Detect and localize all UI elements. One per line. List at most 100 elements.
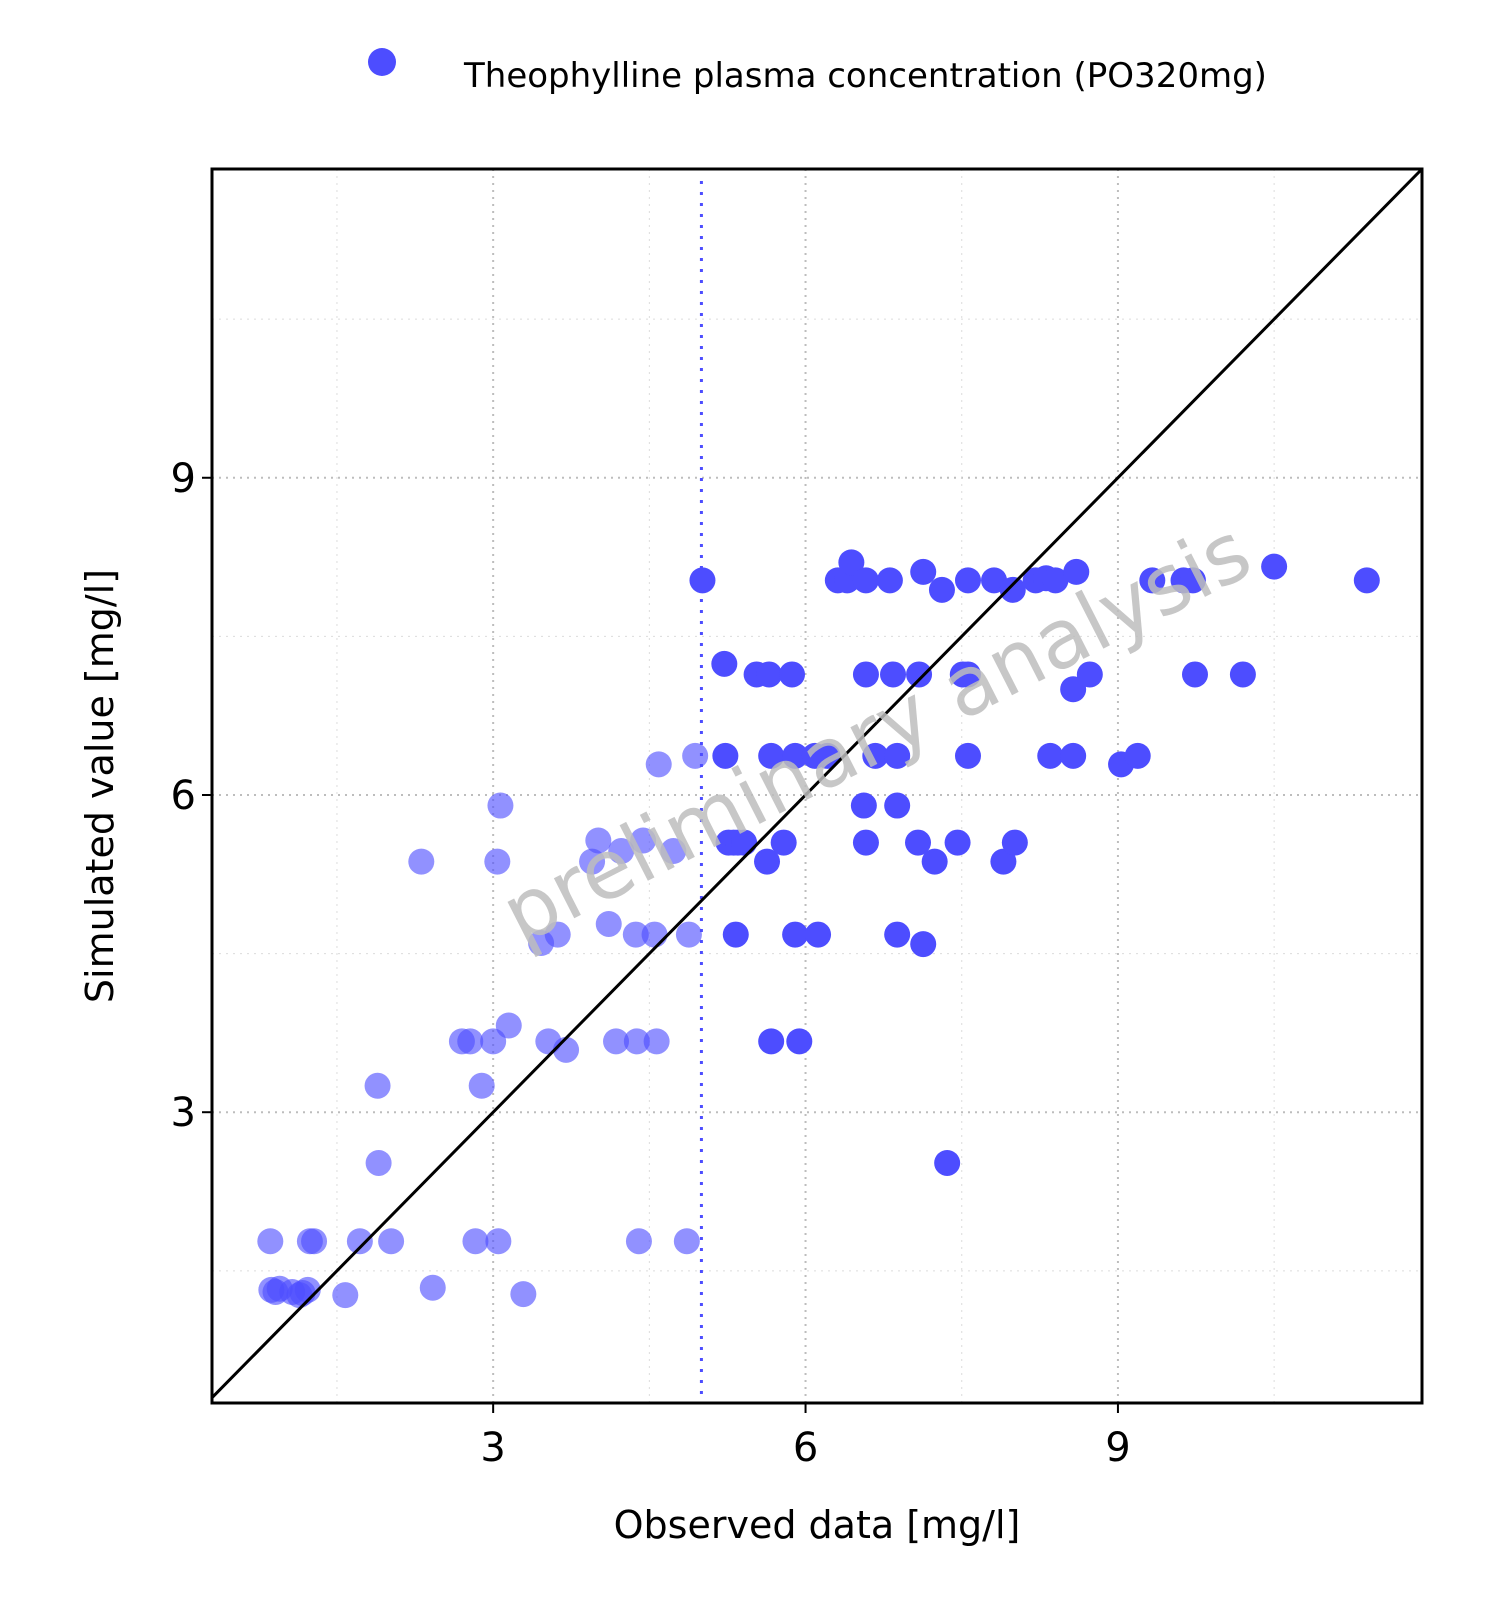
data-point — [944, 829, 971, 856]
data-point — [722, 921, 749, 948]
data-point — [408, 848, 435, 875]
data-point — [905, 829, 932, 856]
data-point — [906, 661, 933, 688]
data-point — [814, 742, 841, 769]
data-point — [462, 1228, 489, 1255]
data-point — [1063, 558, 1090, 585]
data-point — [641, 921, 668, 948]
data-point — [884, 921, 911, 948]
data-point — [1042, 567, 1069, 594]
identity-line-group — [210, 167, 1424, 1399]
data-point — [419, 1274, 446, 1301]
data-point — [805, 921, 832, 948]
data-point — [1261, 553, 1288, 580]
data-points — [257, 549, 1380, 1309]
y-tick-label: 3 — [171, 1090, 196, 1136]
data-point — [1037, 742, 1064, 769]
data-point — [485, 1228, 512, 1255]
data-point — [630, 827, 657, 854]
data-point — [990, 848, 1017, 875]
data-point — [1179, 567, 1206, 594]
data-point — [689, 567, 716, 594]
data-point — [480, 1028, 507, 1055]
data-point — [711, 650, 738, 677]
x-tick-label: 9 — [1105, 1425, 1130, 1471]
data-point — [378, 1228, 405, 1255]
data-point — [1001, 829, 1028, 856]
y-axis-title: Simulated value [mg/l] — [78, 569, 122, 1003]
data-point — [257, 1228, 284, 1255]
data-point — [884, 792, 911, 819]
x-tick-label: 3 — [480, 1425, 505, 1471]
y-tick-label: 6 — [171, 773, 196, 819]
legend-label: Theophylline plasma concentration (PO320… — [463, 56, 1267, 96]
data-point — [468, 1072, 495, 1099]
plot-frame — [210, 167, 1424, 1405]
data-point — [758, 742, 785, 769]
legend: Theophylline plasma concentration (PO320… — [368, 48, 1267, 96]
data-point — [1060, 742, 1087, 769]
data-point — [1139, 567, 1166, 594]
identity-line — [210, 167, 1424, 1399]
x-axis-ticks: 3 6 9 — [480, 1403, 1131, 1471]
data-point — [1229, 661, 1256, 688]
data-point — [675, 921, 702, 948]
x-tick-label: 6 — [793, 1425, 818, 1471]
data-point — [754, 848, 781, 875]
data-point — [346, 1228, 373, 1255]
y-tick-label: 9 — [171, 456, 196, 502]
data-point — [884, 742, 911, 769]
data-point — [553, 1036, 580, 1063]
data-point — [954, 567, 981, 594]
data-point — [756, 661, 783, 688]
data-point — [954, 661, 981, 688]
data-point — [682, 742, 709, 769]
data-point — [850, 792, 877, 819]
data-point — [880, 661, 907, 688]
data-point — [838, 549, 865, 576]
data-point — [1076, 661, 1103, 688]
data-point — [782, 742, 809, 769]
data-point — [934, 1149, 961, 1176]
data-point — [910, 931, 937, 958]
data-point — [294, 1276, 321, 1303]
data-point — [585, 827, 612, 854]
data-point — [301, 1228, 328, 1255]
data-point — [770, 829, 797, 856]
data-point — [660, 838, 687, 865]
data-point — [782, 921, 809, 948]
data-point — [712, 742, 739, 769]
data-point — [852, 567, 879, 594]
data-point — [1353, 567, 1380, 594]
data-point — [645, 751, 672, 778]
data-point — [643, 1028, 670, 1055]
data-point — [623, 1028, 650, 1055]
data-point — [484, 848, 511, 875]
data-point — [603, 1028, 630, 1055]
data-point — [921, 848, 948, 875]
data-point — [862, 742, 889, 769]
data-point — [779, 661, 806, 688]
data-point — [544, 921, 571, 948]
data-point — [910, 558, 937, 585]
data-point — [852, 661, 879, 688]
data-point — [954, 742, 981, 769]
data-point — [457, 1028, 484, 1055]
data-point — [332, 1282, 359, 1309]
data-point — [625, 1228, 652, 1255]
data-point — [876, 567, 903, 594]
data-point — [999, 576, 1026, 603]
data-point — [1124, 742, 1151, 769]
data-point — [487, 792, 514, 819]
data-point — [365, 1149, 392, 1176]
data-point — [595, 910, 622, 937]
data-point — [364, 1072, 391, 1099]
gridlines — [212, 169, 1422, 1403]
data-point — [673, 1228, 700, 1255]
legend-marker — [368, 48, 396, 76]
data-point — [928, 576, 955, 603]
x-axis-title: Observed data [mg/l] — [614, 1503, 1021, 1547]
data-point — [608, 838, 635, 865]
data-point — [622, 921, 649, 948]
